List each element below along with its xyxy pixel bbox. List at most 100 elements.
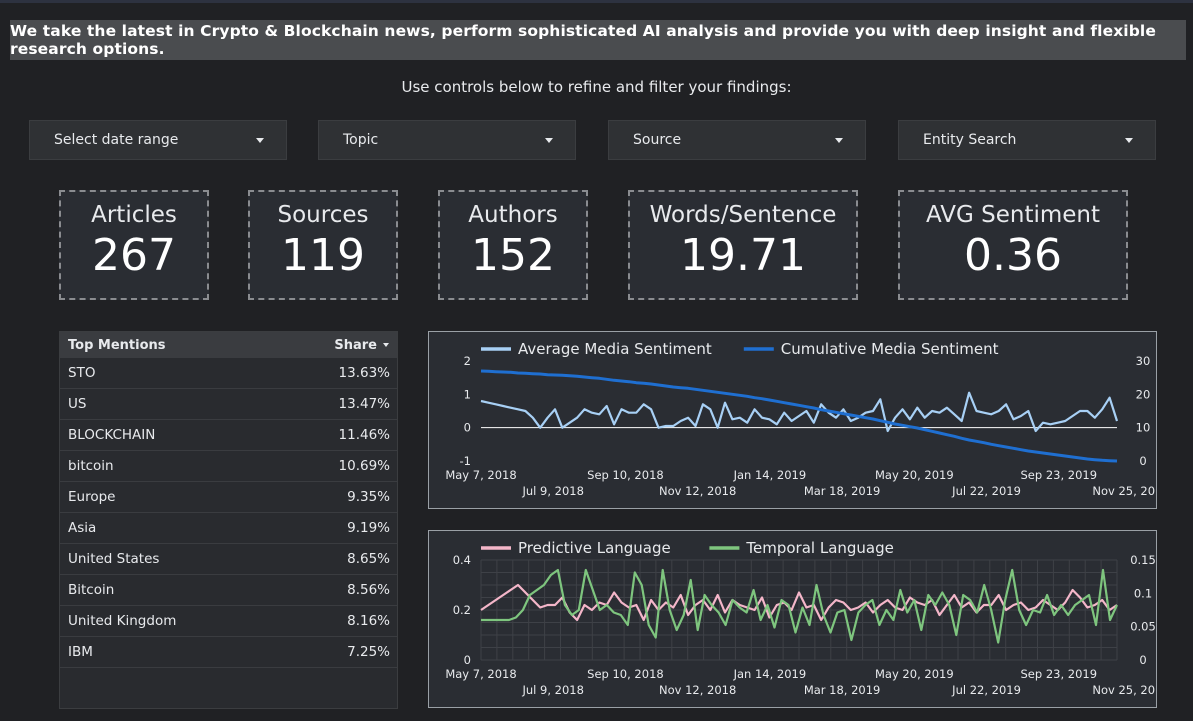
table-row[interactable]: Europe 9.35%	[60, 482, 397, 513]
series-line	[480, 369, 1118, 463]
mention-name: US	[68, 396, 87, 412]
legend-label: Cumulative Media Sentiment	[781, 340, 999, 358]
table-header: Top Mentions Share	[60, 332, 397, 358]
y-tick-label-left: 0.4	[453, 553, 471, 567]
source-dropdown[interactable]: Source	[608, 120, 866, 160]
y-tick-label-right: 0	[1139, 454, 1146, 468]
mention-name: United States	[68, 551, 160, 567]
table-row[interactable]: IBM 7.25%	[60, 637, 397, 668]
x-tick-label: Nov 25, 2019	[1092, 484, 1156, 498]
kpi-value: 19.71	[680, 230, 806, 281]
series-line	[481, 568, 1118, 644]
y-tick-label-right: 0	[1139, 653, 1146, 667]
sentiment-chart: 2 1 0 -1 30 20 10 0 May 7, 2018 Sep 10, 2018 Jan 1…	[428, 331, 1157, 509]
y-tick-label-right: 0.05	[1130, 620, 1156, 634]
x-tick-label: May 20, 2019	[875, 468, 954, 482]
chevron-down-icon	[545, 137, 553, 143]
table-row[interactable]: US 13.47%	[60, 389, 397, 420]
legend-label: Predictive Language	[518, 539, 671, 557]
mention-share: 13.63%	[338, 365, 390, 381]
x-tick-label: Nov 12, 2018	[659, 683, 736, 697]
y-tick-label-right: 0.1	[1134, 586, 1152, 600]
date-range-dropdown[interactable]: Select date range	[29, 120, 287, 160]
chevron-down-icon	[256, 137, 264, 143]
topic-dropdown[interactable]: Topic	[318, 120, 576, 160]
mention-name: United Kingdom	[68, 613, 177, 629]
y-tick-label-left: 0	[464, 421, 471, 435]
mention-share: 10.69%	[338, 458, 390, 474]
y-tick-label-left: 0	[464, 653, 471, 667]
mention-share: 8.16%	[347, 613, 390, 629]
column-header-top-mentions[interactable]: Top Mentions	[68, 337, 166, 353]
table-row[interactable]: United States 8.65%	[60, 544, 397, 575]
table-row[interactable]: BLOCKCHAIN 11.46%	[60, 420, 397, 451]
column-header-share[interactable]: Share	[334, 338, 389, 353]
x-tick-label: Jul 9, 2018	[522, 484, 584, 498]
legend-label: Temporal Language	[745, 539, 893, 557]
x-tick-label: May 20, 2019	[875, 667, 954, 681]
y-tick-label-left: 0.2	[453, 603, 471, 617]
kpi-label: AVG Sentiment	[925, 202, 1101, 228]
table-row[interactable]: STO 13.63%	[60, 358, 397, 389]
top-edge	[0, 0, 1193, 3]
sort-desc-icon	[383, 343, 389, 347]
language-chart: 0.4 0.2 0 0.15 0.1 0.05 0 May 7, 2018 Sep 10, 20…	[428, 530, 1157, 708]
mention-name: bitcoin	[68, 458, 114, 474]
y-tick-label-right: 0.15	[1130, 553, 1156, 567]
x-tick-label: Sep 23, 2019	[1021, 468, 1098, 482]
kpi-avg-sentiment: AVG Sentiment 0.36	[898, 190, 1128, 300]
kpi-value: 0.36	[964, 230, 1062, 281]
series-line	[480, 391, 1119, 433]
mention-share: 13.47%	[338, 396, 390, 412]
mention-share: 11.46%	[338, 427, 390, 443]
legend-label: Average Media Sentiment	[518, 340, 712, 358]
x-tick-label: May 7, 2018	[445, 667, 516, 681]
mention-share: 9.19%	[347, 520, 390, 536]
y-tick-label-left: 2	[464, 354, 471, 368]
entity-search-dropdown[interactable]: Entity Search	[898, 120, 1156, 160]
dropdown-label: Source	[633, 132, 682, 148]
mention-name: IBM	[68, 644, 93, 660]
x-tick-label: Jul 9, 2018	[522, 683, 584, 697]
x-tick-label: May 7, 2018	[445, 468, 516, 482]
x-tick-label: Jan 14, 2019	[733, 468, 807, 482]
x-tick-label: Jul 22, 2019	[951, 683, 1021, 697]
y-tick-label-right: 30	[1136, 354, 1151, 368]
mention-name: STO	[68, 365, 96, 381]
mention-share: 8.56%	[347, 582, 390, 598]
x-tick-label: Mar 18, 2019	[804, 683, 881, 697]
x-tick-label: Mar 18, 2019	[804, 484, 881, 498]
kpi-label: Articles	[91, 202, 177, 228]
header-banner: We take the latest in Crypto & Blockchai…	[10, 20, 1186, 60]
mention-name: Europe	[68, 489, 116, 505]
kpi-authors: Authors 152	[438, 190, 588, 300]
table-row[interactable]: bitcoin 10.69%	[60, 451, 397, 482]
share-header-label: Share	[334, 337, 377, 353]
y-tick-label-right: 20	[1136, 387, 1151, 401]
table-row[interactable]: United Kingdom 8.16%	[60, 606, 397, 637]
dropdown-label: Entity Search	[923, 132, 1017, 148]
kpi-label: Authors	[468, 202, 558, 228]
chevron-down-icon	[1125, 137, 1133, 143]
kpi-value: 267	[92, 230, 176, 281]
table-row[interactable]: Bitcoin 8.56%	[60, 575, 397, 606]
x-tick-label: Sep 10, 2018	[587, 667, 664, 681]
series-line	[480, 583, 1118, 622]
kpi-sources: Sources 119	[248, 190, 398, 300]
y-tick-label-left: -1	[460, 454, 471, 468]
mention-share: 8.65%	[347, 551, 390, 567]
x-tick-label: Jul 22, 2019	[951, 484, 1021, 498]
mention-name: BLOCKCHAIN	[68, 427, 156, 443]
x-tick-label: Sep 23, 2019	[1021, 667, 1098, 681]
dropdown-label: Select date range	[54, 132, 179, 148]
x-tick-label: Jan 14, 2019	[733, 667, 807, 681]
mention-share: 9.35%	[347, 489, 390, 505]
kpi-label: Words/Sentence	[649, 202, 837, 228]
table-row[interactable]: Asia 9.19%	[60, 513, 397, 544]
kpi-value: 119	[281, 230, 365, 281]
mention-name: Bitcoin	[68, 582, 115, 598]
chevron-down-icon	[835, 137, 843, 143]
table-body: STO 13.63% US 13.47% BLOCKCHAIN 11.46% bitcoin…	[60, 358, 397, 668]
x-tick-label: Sep 10, 2018	[587, 468, 664, 482]
